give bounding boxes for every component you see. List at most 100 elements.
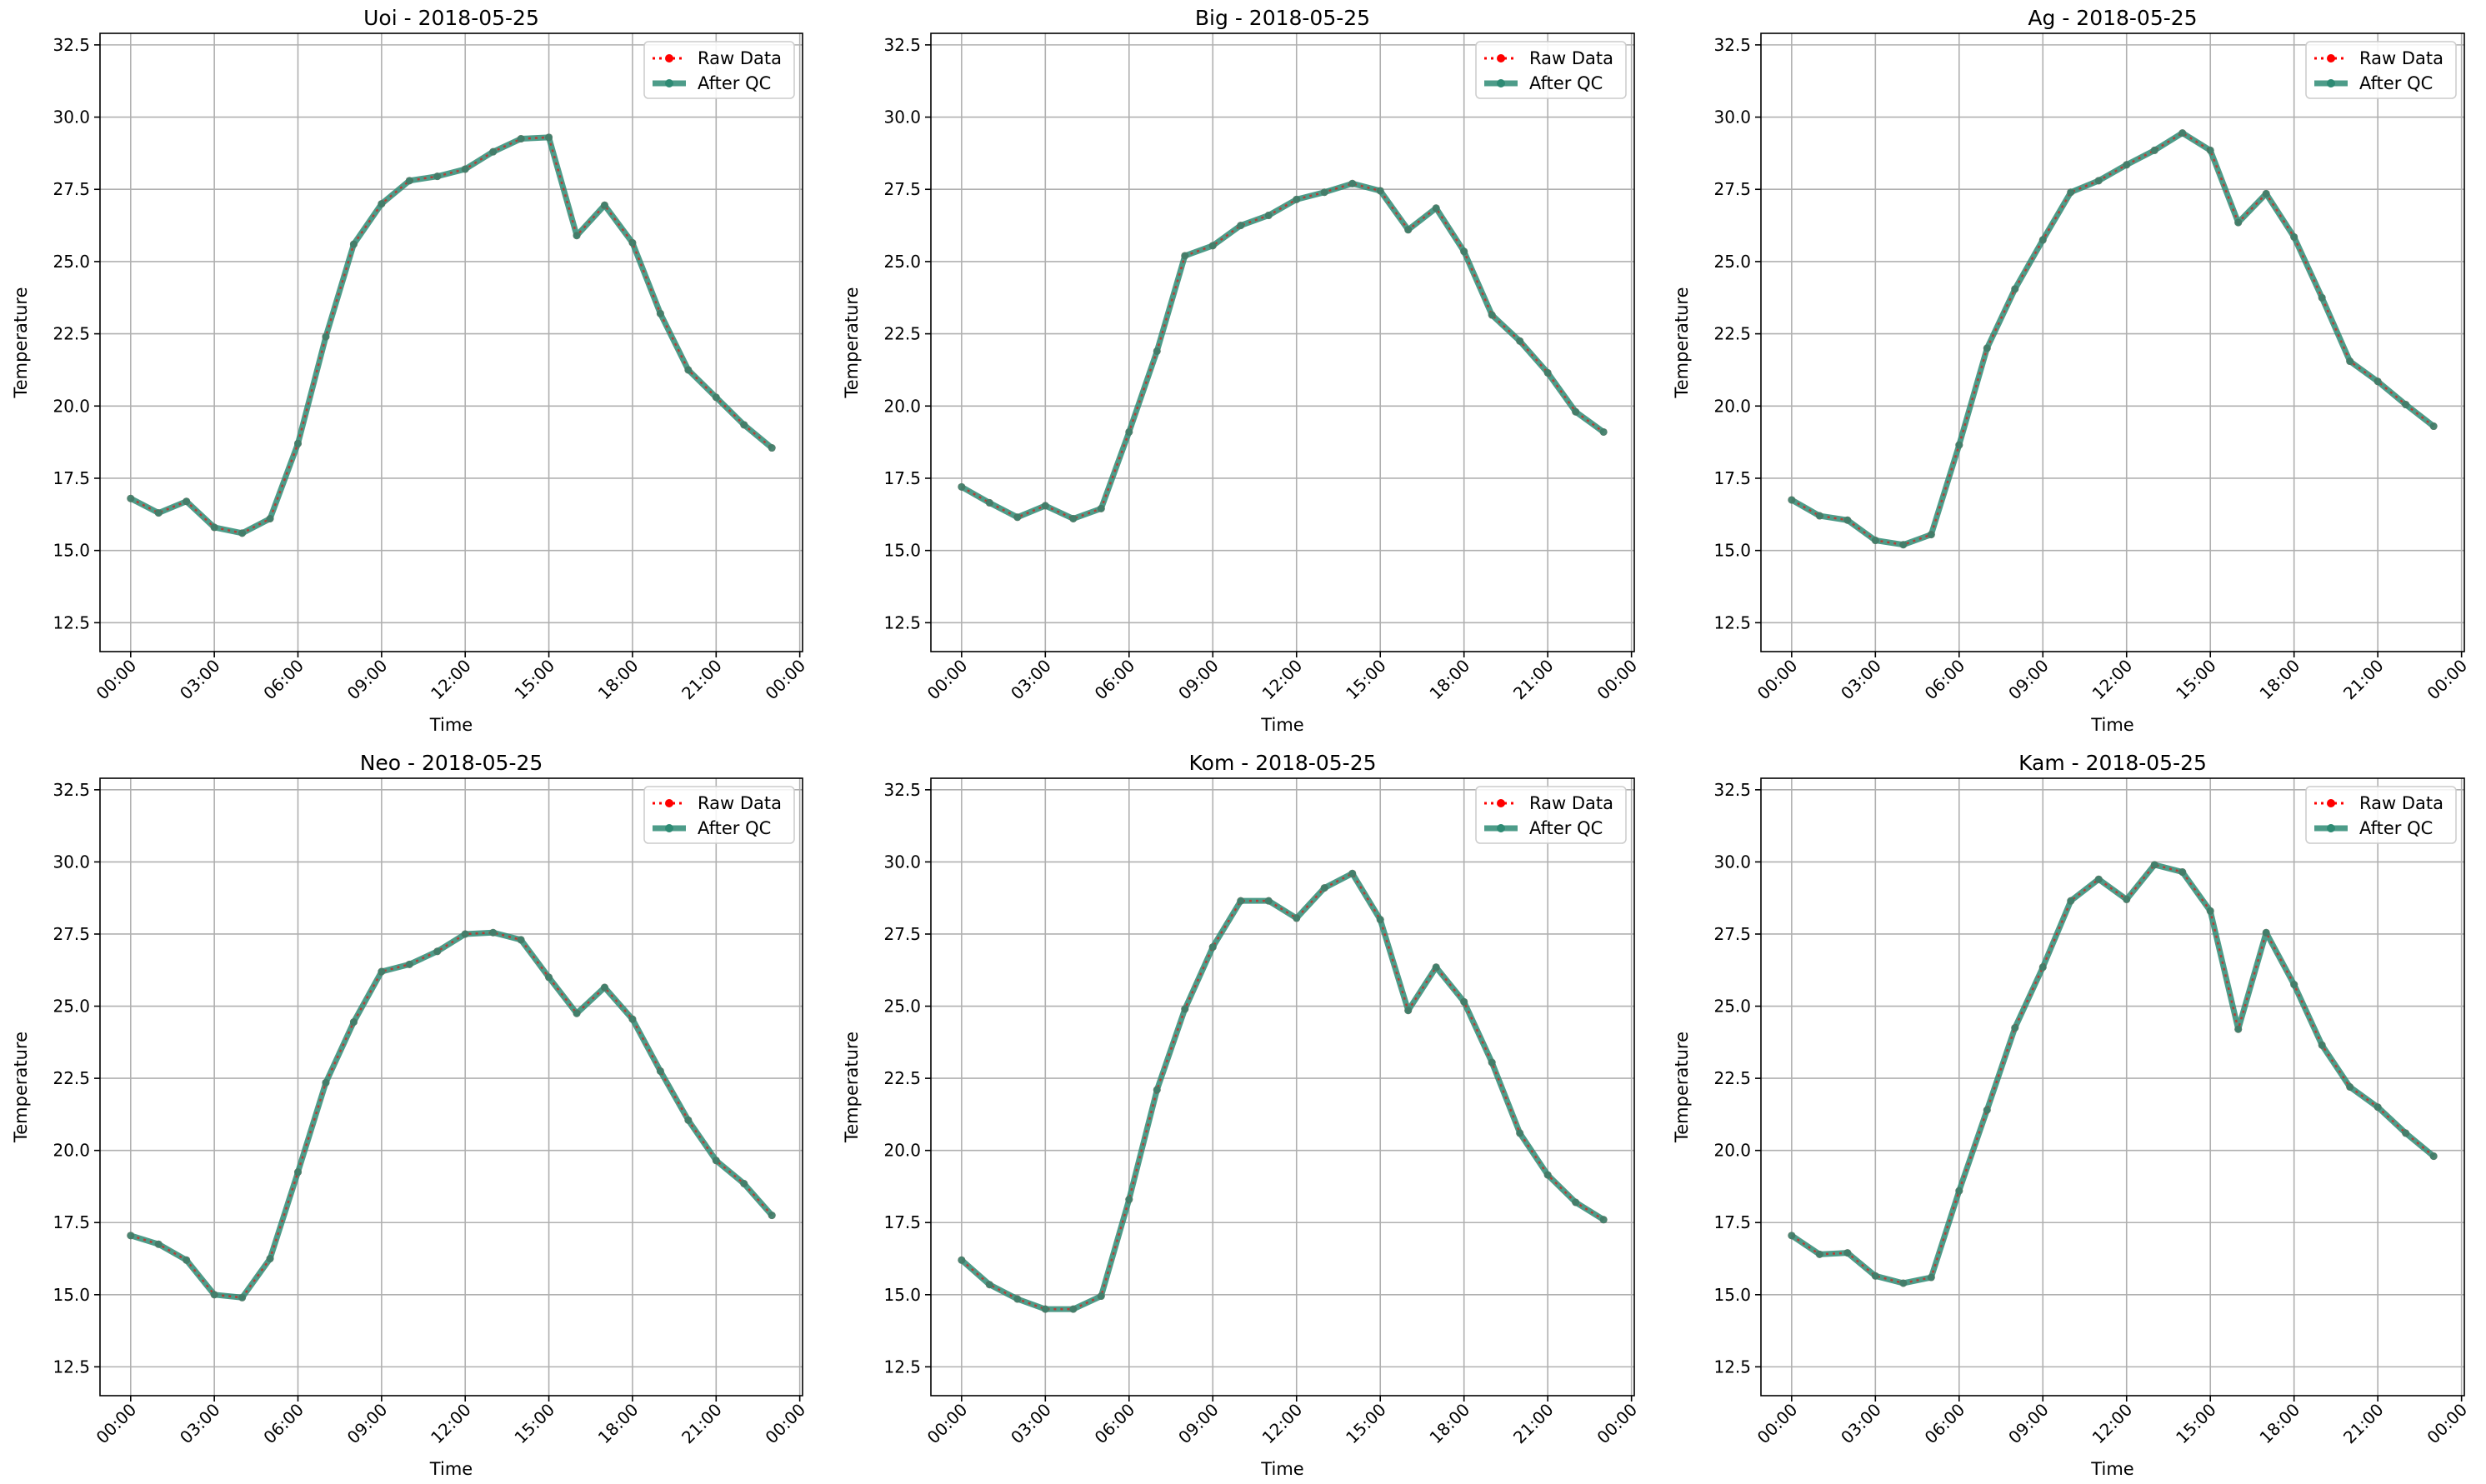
legend-label-after-qc: After QC [2359,818,2433,838]
after-qc-point [1376,187,1384,195]
y-tick-label: 25.0 [53,252,90,272]
after-qc-point [322,332,330,341]
x-tick-label: 21:00 [678,1400,726,1448]
after-qc-point [2262,928,2270,937]
y-tick-label: 20.0 [883,396,921,416]
y-tick-label: 32.5 [1713,780,1751,800]
legend: Raw Data After QC [2305,786,2457,844]
after-qc-point [1041,502,1049,510]
after-qc-point [2123,895,2131,903]
y-tick-label: 12.5 [53,1357,90,1377]
after-qc-point [2038,236,2047,244]
after-qc-point [349,240,358,248]
subplot-2: 12.5 15.0 17.5 20.0 22.5 25.0 27.5 30.0 32.5 00:0… [1672,6,2471,735]
x-tick-label: 00:00 [1753,656,1802,704]
y-tick-label: 22.5 [53,324,90,344]
x-tick-label: 00:00 [923,1400,972,1448]
series-line-after-qc [1790,130,2436,548]
legend-marker-after-qc [665,79,673,87]
after-qc-point [768,444,776,452]
series-line-after-qc [960,180,1606,522]
after-qc-point [2262,189,2270,197]
after-qc-point [2346,357,2354,366]
y-tick-label: 15.0 [53,541,90,561]
after-qc-point [656,1067,664,1075]
after-qc-point [958,1256,966,1264]
x-tick-label: 00:00 [2423,1400,2471,1448]
x-tick-label: 06:00 [259,656,308,704]
x-axis-label: Time [2090,1459,2133,1479]
x-tick-label: 00:00 [761,1400,809,1448]
after-qc-point [1432,204,1440,212]
legend: Raw Data After QC [2305,41,2457,99]
x-tick-label: 03:00 [1837,656,1885,704]
x-tick-label: 00:00 [93,656,141,704]
legend-marker-after-qc [1497,79,1505,87]
series-line-raw-data [130,931,773,1299]
legend-label-raw-data: Raw Data [1529,793,1613,813]
y-axis-label: Temperature [11,1032,31,1143]
after-qc-point [1404,1007,1413,1015]
y-tick-label: 30.0 [53,852,90,872]
y-tick-label: 30.0 [883,852,921,872]
after-qc-point [545,973,553,982]
after-qc-point [573,1009,581,1017]
y-tick-label: 27.5 [53,179,90,199]
subplot-title: Neo - 2018-05-25 [360,751,543,775]
after-qc-point [461,165,469,173]
after-qc-point [573,232,581,240]
x-axis-label: Time [1260,1459,1303,1479]
y-tick-label: 27.5 [53,924,90,944]
series-line-after-qc [129,929,774,1301]
after-qc-point [2038,963,2047,972]
y-tick-label: 30.0 [883,107,921,127]
after-qc-point [2206,146,2214,154]
after-qc-point [1069,1305,1078,1313]
after-qc-point [1125,427,1133,436]
x-tick-label: 21:00 [1509,656,1558,704]
y-tick-label: 30.0 [53,107,90,127]
after-qc-point [2318,1041,2326,1049]
after-qc-point [1348,869,1357,877]
subplot-4: 12.5 15.0 17.5 20.0 22.5 25.0 27.5 30.0 32.5 00:0… [842,751,1641,1479]
after-qc-point [1153,1086,1161,1094]
after-qc-point [1069,515,1078,523]
after-qc-point [266,515,274,523]
after-qc-point [1927,531,1935,539]
after-qc-point [127,494,135,502]
after-qc-point [545,133,553,142]
axes-frame [99,777,803,1397]
y-tick-label: 32.5 [1713,35,1751,55]
after-qc-point [628,238,637,247]
y-tick-label: 32.5 [53,780,90,800]
legend-label-after-qc: After QC [2359,73,2433,93]
legend-label-after-qc: After QC [1529,818,1603,838]
after-qc-point [2318,293,2326,302]
after-qc-point [2373,1103,2382,1112]
after-qc-point [1983,1106,1991,1114]
after-qc-point [712,393,720,402]
y-tick-label: 30.0 [1713,852,1751,872]
x-tick-label: 12:00 [1258,1400,1307,1448]
x-tick-label: 12:00 [2088,1400,2137,1448]
legend-label-raw-data: Raw Data [1529,48,1613,68]
legend-label-after-qc: After QC [698,73,771,93]
y-tick-label: 12.5 [53,612,90,632]
y-tick-label: 22.5 [883,324,921,344]
after-qc-point [684,366,693,374]
y-axis-label: Temperature [11,287,31,398]
after-qc-point [127,1232,135,1240]
legend-label-raw-data: Raw Data [2359,793,2443,813]
subplot-title: Ag - 2018-05-25 [2028,6,2197,30]
x-tick-label: 09:00 [2004,1400,2053,1448]
x-tick-label: 03:00 [1007,656,1055,704]
x-tick-label: 09:00 [1174,656,1223,704]
subplot-title: Uoi - 2018-05-25 [363,6,539,30]
after-qc-point [1871,1272,1879,1280]
after-qc-point [433,947,442,956]
after-qc-point [489,928,498,937]
after-qc-point [2150,861,2158,869]
x-tick-label: 21:00 [2339,656,2388,704]
after-qc-point [1208,242,1217,250]
y-tick-label: 25.0 [1713,252,1751,272]
